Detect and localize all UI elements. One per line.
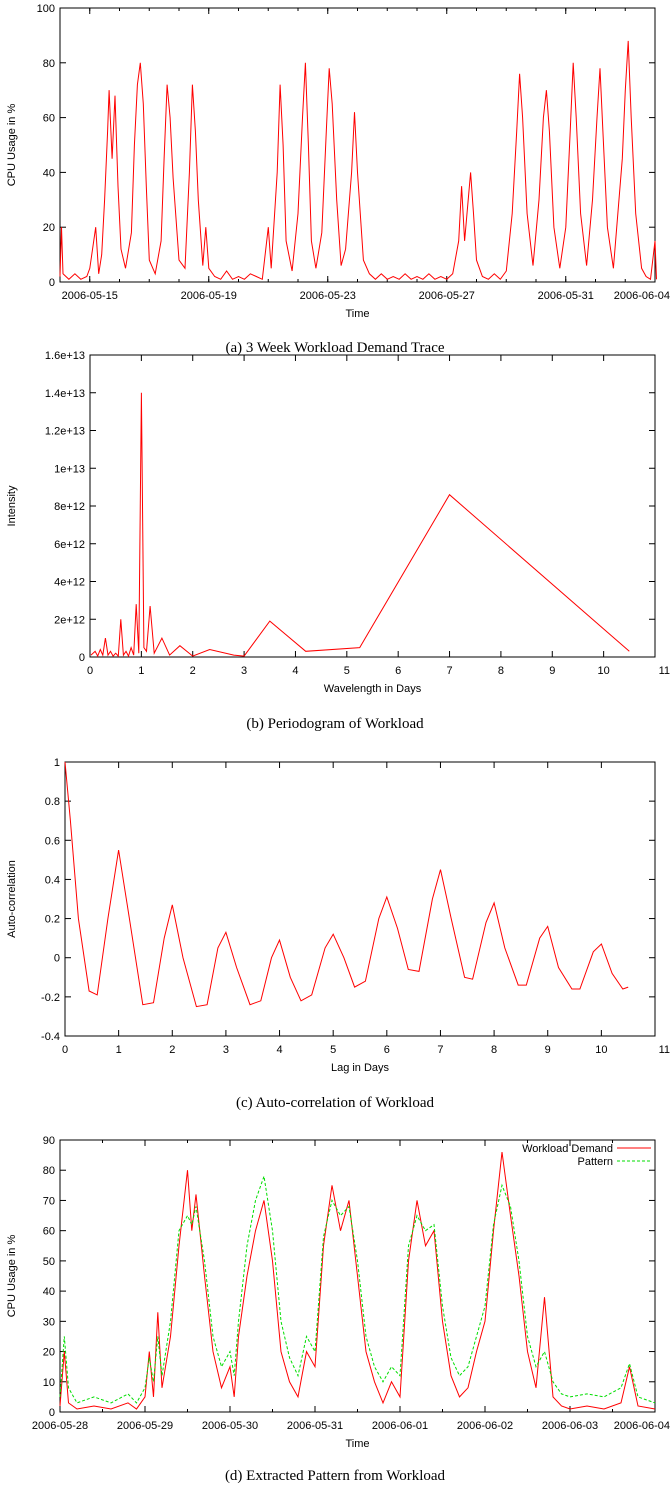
x-tick-label: 2006-05-28 xyxy=(32,1420,88,1432)
x-axis-title: Time xyxy=(345,1438,369,1450)
y-tick-label: -0.4 xyxy=(41,1031,60,1043)
y-tick-label: 70 xyxy=(43,1195,55,1207)
plot-frame xyxy=(89,354,656,658)
series-line-1 xyxy=(90,392,630,658)
x-tick-label: 2006-06-01 xyxy=(372,1420,428,1432)
y-tick-label: 1.6e+13 xyxy=(45,350,85,362)
plot-frame xyxy=(59,7,656,283)
panel-caption: (c) Auto-correlation of Workload xyxy=(236,1095,435,1111)
x-tick-label: 5 xyxy=(344,665,350,677)
legend-label: Workload Demand xyxy=(522,1143,613,1155)
x-tick-label: 11 xyxy=(659,1044,670,1056)
panel-a: 0 20 40 60 80 100 2006-05-15 2006-05-19 2006-05-… xyxy=(6,3,670,356)
x-axis-title: Lag in Days xyxy=(331,1062,390,1074)
y-tick-label: 10 xyxy=(43,1377,55,1389)
x-tick-label: 7 xyxy=(437,1044,443,1056)
panel-c: -0.4-0.200.20.40.60.810 1 2 3 4 5 6 7 8 9 10 11Lag … xyxy=(6,757,670,1111)
x-tick-label: 2006-05-29 xyxy=(117,1420,173,1432)
y-tick-label: 4e+12 xyxy=(54,577,85,589)
x-tick-label: 1 xyxy=(116,1044,122,1056)
x-tick-label: 7 xyxy=(446,665,452,677)
y-tick-label: 8e+12 xyxy=(54,501,85,513)
x-tick-label: 2006-05-31 xyxy=(538,290,594,302)
legend-label: Pattern xyxy=(578,1156,613,1168)
x-tick-label: 8 xyxy=(491,1044,497,1056)
y-axis-title: CPU Usage in % xyxy=(6,104,18,187)
y-tick-label: 50 xyxy=(43,1256,55,1268)
x-tick-label: 10 xyxy=(598,665,610,677)
y-tick-label: 30 xyxy=(43,1316,55,1328)
y-tick-label: 60 xyxy=(43,1226,55,1238)
x-tick-label: 2006-05-30 xyxy=(202,1420,258,1432)
y-tick-label: 0.2 xyxy=(45,914,60,926)
y-tick-label: 0 xyxy=(49,1407,55,1419)
series-line-pattern xyxy=(59,1176,656,1404)
panel-caption: (d) Extracted Pattern from Workload xyxy=(225,1468,446,1484)
series-line-1 xyxy=(64,761,629,1008)
x-tick-label: 2006-05-31 xyxy=(287,1420,343,1432)
y-tick-label: 0.6 xyxy=(45,835,60,847)
x-tick-label: 9 xyxy=(549,665,555,677)
x-tick-label: 8 xyxy=(498,665,504,677)
y-tick-label: 6e+12 xyxy=(54,539,85,551)
panel-caption: (b) Periodogram of Workload xyxy=(246,716,424,732)
y-tick-label: 2e+12 xyxy=(54,614,85,626)
x-tick-label: 2006-06-04 xyxy=(614,290,670,302)
y-tick-label: 0.4 xyxy=(45,874,60,886)
x-tick-label: 1 xyxy=(138,665,144,677)
y-tick-label: 1.2e+13 xyxy=(45,426,85,438)
y-tick-label: 60 xyxy=(43,113,55,125)
y-tick-label: 0 xyxy=(79,652,85,664)
x-tick-label: 2006-05-19 xyxy=(181,290,237,302)
x-tick-label: 0 xyxy=(62,1044,68,1056)
y-tick-label: 90 xyxy=(43,1135,55,1147)
x-tick-label: 2006-05-23 xyxy=(300,290,356,302)
x-tick-label: 9 xyxy=(545,1044,551,1056)
y-tick-label: 20 xyxy=(43,222,55,234)
series-line-1 xyxy=(59,40,657,281)
y-tick-label: 1e+13 xyxy=(54,463,85,475)
x-tick-label: 2006-06-02 xyxy=(457,1420,513,1432)
plot-frame xyxy=(64,761,656,1037)
x-tick-label: 0 xyxy=(87,665,93,677)
y-tick-label: 0 xyxy=(54,953,60,965)
x-tick-label: 4 xyxy=(276,1044,282,1056)
y-tick-label: 80 xyxy=(43,1165,55,1177)
x-tick-label: 6 xyxy=(384,1044,390,1056)
x-tick-label: 2006-05-15 xyxy=(62,290,118,302)
x-tick-label: 6 xyxy=(395,665,401,677)
y-tick-label: 20 xyxy=(43,1347,55,1359)
y-axis-title: CPU Usage in % xyxy=(6,1235,18,1318)
y-axis-title: Auto-correlation xyxy=(6,860,18,938)
y-tick-label: 1.4e+13 xyxy=(45,388,85,400)
x-tick-label: 3 xyxy=(223,1044,229,1056)
y-tick-label: 40 xyxy=(43,1286,55,1298)
y-axis-title: Intensity xyxy=(6,485,18,526)
y-tick-label: 0.8 xyxy=(45,796,60,808)
y-tick-label: 100 xyxy=(37,3,55,15)
panel-caption: (a) 3 Week Workload Demand Trace xyxy=(225,340,444,356)
x-tick-label: 2 xyxy=(169,1044,175,1056)
y-tick-label: 0 xyxy=(49,277,55,289)
panel-d: 0 10 20 30 40 50 60 70 80 90 2006-05-28 2006-05-29 2… xyxy=(6,1135,670,1484)
y-tick-label: 80 xyxy=(43,58,55,70)
x-tick-label: 11 xyxy=(659,665,670,677)
x-axis-title: Wavelength in Days xyxy=(324,683,422,695)
x-tick-label: 2 xyxy=(190,665,196,677)
series-line-workload-demand xyxy=(59,1152,656,1410)
x-tick-label: 2006-06-04 xyxy=(614,1420,670,1432)
y-tick-label: 1 xyxy=(54,757,60,769)
x-tick-label: 2006-05-27 xyxy=(419,290,475,302)
x-tick-label: 3 xyxy=(241,665,247,677)
y-tick-label: 40 xyxy=(43,167,55,179)
x-axis-title: Time xyxy=(345,308,369,320)
panel-b: 0 2e+12 4e+12 6e+12 8e+12 1e+13 1.2e+13 1.4e+13… xyxy=(6,350,670,732)
x-tick-label: 2006-06-03 xyxy=(542,1420,598,1432)
x-tick-label: 10 xyxy=(595,1044,607,1056)
y-tick-label: -0.2 xyxy=(41,992,60,1004)
x-tick-label: 4 xyxy=(292,665,298,677)
x-tick-label: 5 xyxy=(330,1044,336,1056)
